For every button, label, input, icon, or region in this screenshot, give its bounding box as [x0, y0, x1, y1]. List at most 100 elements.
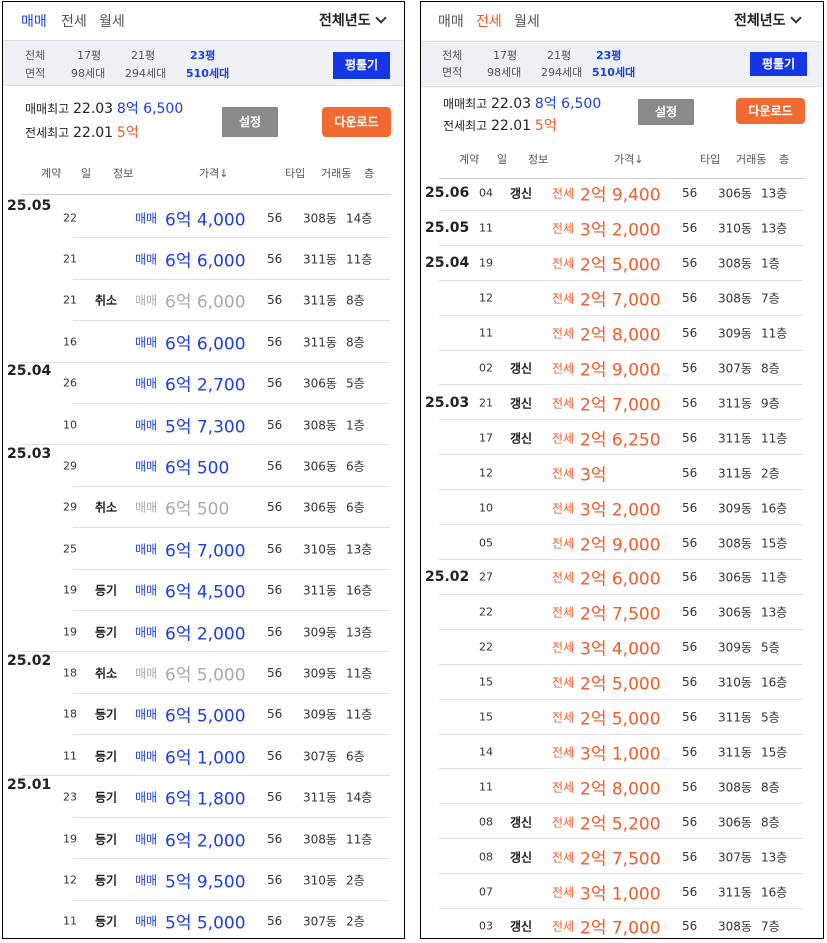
- table-row[interactable]: 11 전세 2억 8,000 56 309동 11층: [421, 316, 823, 351]
- table-row[interactable]: 19 등기 매매 6억 4,500 56 311동 16층: [3, 570, 404, 611]
- deal-kind: 매매: [135, 376, 158, 391]
- table-row[interactable]: 25.05 22 매매 6억 4,000 56 308동 14층: [3, 197, 404, 239]
- table-row[interactable]: 21 매매 6억 6,000 56 311동 11층: [3, 238, 404, 280]
- table-row[interactable]: 11 전세 2억 8,000 56 308동 8층: [421, 769, 823, 805]
- filter-area-2[interactable]: 21평: [131, 49, 156, 62]
- deal-kind: 매매: [135, 914, 158, 929]
- floor: 2층: [346, 914, 365, 929]
- table-row[interactable]: 16 매매 6억 6,000 56 311동 8층: [3, 321, 404, 363]
- contract-day: 12: [63, 873, 77, 887]
- header-price-sort[interactable]: 가격↓: [199, 167, 229, 180]
- row-divider: [73, 568, 390, 570]
- area-filter-button[interactable]: 평툴기: [750, 52, 807, 76]
- table-row[interactable]: 05 전세 2억 9,000 56 308동 15층: [421, 525, 823, 560]
- contract-day: 14: [479, 745, 493, 759]
- filter-households-2[interactable]: 294세대: [125, 67, 167, 80]
- table-row[interactable]: 08 갱신 전세 2억 5,200 56 306동 8층: [421, 804, 823, 840]
- year-select[interactable]: 전체년도: [319, 10, 387, 30]
- filter-row-label: 전체: [25, 49, 46, 62]
- price: 6억 5,000: [165, 665, 246, 686]
- row-divider: [439, 209, 803, 211]
- filter-households-2[interactable]: 294세대: [541, 66, 583, 79]
- sale-max-label: 매매최고: [443, 97, 488, 111]
- table-row[interactable]: 19 등기 매매 6억 2,000 56 309동 13층: [3, 611, 404, 653]
- table-row[interactable]: 10 전세 3억 2,000 56 309동 16층: [421, 490, 823, 526]
- table-row[interactable]: 11 등기 매매 6억 1,000 56 307동 6층: [3, 735, 404, 777]
- filter-area-2[interactable]: 21평: [547, 49, 572, 62]
- table-row[interactable]: 11 등기 매매 5억 5,000 56 307동 2층: [3, 901, 404, 938]
- table-row[interactable]: 18 등기 매매 6억 5,000 56 309동 11층: [3, 694, 404, 736]
- contract-day: 19: [63, 832, 77, 846]
- filter-households-1[interactable]: 98세대: [487, 66, 522, 79]
- floor: 5층: [761, 710, 780, 725]
- price: 2억 5,200: [580, 814, 661, 835]
- header-day: 일: [497, 153, 508, 166]
- header-contract: 계약: [41, 167, 62, 180]
- table-row[interactable]: 15 전세 2억 5,000 56 311동 5층: [421, 700, 823, 735]
- filter-area-1[interactable]: 17평: [493, 49, 518, 62]
- table-row[interactable]: 21 취소 매매 6억 6,000 56 311동 8층: [3, 280, 404, 322]
- table-row[interactable]: 03 갱신 전세 2억 7,000 56 308동 7층: [421, 909, 823, 938]
- tab-sale[interactable]: 매매: [21, 14, 47, 30]
- jeonse-max-line: 전세최고 22.01 5억: [25, 122, 139, 142]
- table-row[interactable]: 25.04 26 매매 6억 2,700 56 306동 5층: [3, 363, 404, 404]
- table-row[interactable]: 25.05 11 전세 3억 2,000 56 310동 13층: [421, 211, 823, 246]
- table-row[interactable]: 22 전세 3억 4,000 56 309동 5층: [421, 630, 823, 665]
- contract-month: 25.05: [7, 197, 52, 214]
- table-row[interactable]: 25.01 23 등기 매매 6억 1,800 56 311동 14층: [3, 776, 404, 818]
- price: 6억 4,500: [165, 582, 246, 603]
- table-row[interactable]: 08 갱신 전세 2억 7,500 56 307동 13층: [421, 839, 823, 875]
- tab-jeonse[interactable]: 전세: [476, 14, 502, 30]
- table-row[interactable]: 10 매매 5억 7,300 56 308동 1층: [3, 404, 404, 446]
- table-row[interactable]: 02 갱신 전세 2억 9,000 56 307동 8층: [421, 351, 823, 386]
- tab-monthly-rent[interactable]: 월세: [514, 14, 540, 30]
- table-row[interactable]: 25.02 18 취소 매매 6억 5,000 56 309동 11층: [3, 652, 404, 694]
- table-row[interactable]: 25.03 21 갱신 전세 2억 7,000 56 311동 9층: [421, 385, 823, 421]
- download-button[interactable]: 다운로드: [736, 98, 805, 124]
- price: 5억 7,300: [165, 417, 246, 438]
- unit-type: 56: [682, 779, 698, 794]
- table-row[interactable]: 14 전세 3억 1,000 56 311동 15층: [421, 735, 823, 770]
- building: 306동: [303, 459, 337, 474]
- info-badge: 등기: [95, 873, 118, 888]
- deal-kind: 전세: [552, 396, 575, 411]
- table-row[interactable]: 29 취소 매매 6억 500 56 306동 6층: [3, 487, 404, 529]
- row-divider: [439, 384, 803, 386]
- building: 310동: [718, 675, 752, 690]
- unit-type: 56: [267, 417, 283, 432]
- table-row[interactable]: 12 전세 3억 56 311동 2층: [421, 455, 823, 491]
- tab-jeonse[interactable]: 전세: [61, 14, 87, 30]
- year-select[interactable]: 전체년도: [734, 10, 802, 30]
- settings-button[interactable]: 설정: [638, 99, 694, 125]
- filter-area-1[interactable]: 17평: [77, 49, 102, 62]
- table-row[interactable]: 15 전세 2억 5,000 56 310동 16층: [421, 665, 823, 700]
- table-row[interactable]: 25.02 27 전세 2억 6,000 56 306동 11층: [421, 560, 823, 595]
- table-row[interactable]: 25 매매 6억 7,000 56 310동 13층: [3, 528, 404, 570]
- tab-sale[interactable]: 매매: [438, 14, 464, 30]
- filter-area-3[interactable]: 23평: [596, 49, 622, 62]
- filter-households-1[interactable]: 98세대: [71, 67, 106, 80]
- table-row[interactable]: 25.04 19 전세 2억 5,000 56 308동 1층: [421, 246, 823, 281]
- area-filter-button[interactable]: 평툴기: [333, 52, 390, 79]
- contract-month: 25.03: [425, 394, 470, 411]
- download-button[interactable]: 다운로드: [322, 107, 391, 137]
- table-row[interactable]: 12 등기 매매 5억 9,500 56 310동 2층: [3, 859, 404, 901]
- table-row[interactable]: 25.06 04 갱신 전세 2억 9,400 56 306동 13층: [421, 176, 823, 211]
- settings-button[interactable]: 설정: [222, 107, 278, 137]
- table-row[interactable]: 25.03 29 매매 6억 500 56 306동 6층: [3, 445, 404, 487]
- tab-monthly-rent[interactable]: 월세: [99, 14, 125, 30]
- table-row[interactable]: 19 등기 매매 6억 2,000 56 308동 11층: [3, 818, 404, 860]
- price: 6억 6,000: [165, 334, 246, 355]
- header-info: 정보: [113, 167, 134, 180]
- building: 308동: [718, 291, 752, 306]
- table-row[interactable]: 07 전세 3억 1,000 56 311동 16층: [421, 874, 823, 910]
- filter-households-3[interactable]: 510세대: [592, 66, 636, 79]
- table-row[interactable]: 22 전세 2억 7,500 56 306동 13층: [421, 595, 823, 630]
- contract-day: 10: [479, 501, 493, 515]
- header-price-sort[interactable]: 가격↓: [614, 153, 644, 166]
- filter-area-3[interactable]: 23평: [190, 49, 216, 62]
- table-row[interactable]: 17 갱신 전세 2억 6,250 56 311동 11층: [421, 420, 823, 456]
- table-row[interactable]: 12 전세 2억 7,000 56 308동 7층: [421, 281, 823, 316]
- building: 307동: [718, 361, 752, 376]
- filter-households-3[interactable]: 510세대: [186, 67, 230, 80]
